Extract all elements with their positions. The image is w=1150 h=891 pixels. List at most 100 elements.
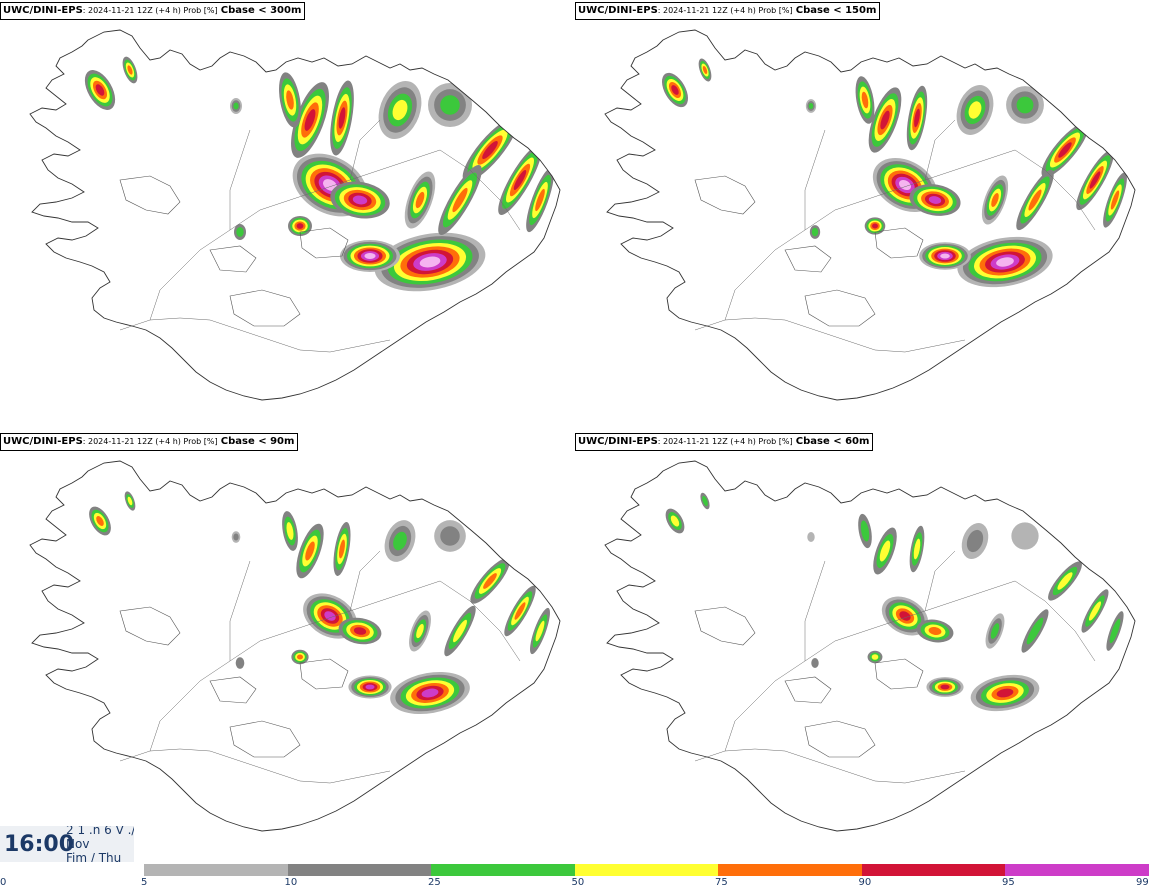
probability-contour xyxy=(670,515,680,527)
valid-time-box: 16:00 2 1 .n 6 V ./ Nov Fim / Thu xyxy=(0,826,134,862)
probability-contour xyxy=(482,140,498,160)
probability-contour xyxy=(808,102,814,110)
land-area xyxy=(605,461,1135,831)
probability-contour xyxy=(1026,617,1044,645)
legend-tick-label: 10 xyxy=(284,877,298,888)
probability-contour xyxy=(353,627,367,635)
land-area xyxy=(30,461,560,831)
probability-contour xyxy=(861,91,869,109)
probability-contour xyxy=(415,191,425,209)
probability-field xyxy=(665,492,1124,712)
legend-tick-label: 25 xyxy=(428,877,441,888)
legend-tick-label: 0 xyxy=(0,877,7,888)
probability-contour xyxy=(453,619,467,643)
color-legend: 0 5 10 25 50 75 90 95 99 xyxy=(0,862,1150,891)
map-iceland-60m xyxy=(604,460,1136,832)
probability-contour xyxy=(483,573,497,589)
panel-title: UWC/DINI-EPS: 2024-11-21 12Z (+4 h) Prob… xyxy=(0,433,299,451)
probability-contour xyxy=(1058,142,1072,158)
probability-contour xyxy=(1109,618,1121,644)
probability-contour xyxy=(968,101,982,119)
probability-contour xyxy=(305,541,315,561)
probability-contour xyxy=(879,540,891,562)
variable-label: Cbase < 150m xyxy=(795,5,877,16)
probability-contour xyxy=(339,539,345,559)
probability-contour xyxy=(513,170,527,191)
legend-color-band xyxy=(287,864,431,876)
map-iceland-150m xyxy=(604,29,1136,401)
probability-contour xyxy=(440,526,460,546)
region-boundary xyxy=(299,227,349,259)
probability-contour xyxy=(296,654,304,660)
panel-title: UWC/DINI-EPS: 2024-11-21 12Z (+4 h) Prob… xyxy=(0,2,306,20)
probability-contour xyxy=(1089,171,1101,189)
probability-field xyxy=(89,491,550,715)
map-panel-cbase-150m: UWC/DINI-EPS: 2024-11-21 12Z (+4 h) Prob… xyxy=(575,0,1150,428)
region-boundary xyxy=(229,720,301,758)
road-lines xyxy=(694,550,1096,784)
region-boundary xyxy=(784,245,832,273)
map-iceland-90m xyxy=(29,460,561,832)
coastline xyxy=(29,29,561,401)
probability-contour xyxy=(928,627,942,635)
probability-contour xyxy=(914,108,920,128)
probability-contour xyxy=(872,223,878,229)
probability-field xyxy=(84,56,554,292)
probability-contour xyxy=(871,654,879,660)
variable-label: Cbase < 300m xyxy=(220,5,302,16)
legend-color-band xyxy=(861,864,1005,876)
probability-contour xyxy=(1011,522,1039,550)
probability-contour xyxy=(860,520,870,542)
road-lines xyxy=(119,119,521,353)
legend-color-band xyxy=(1005,864,1149,876)
model-name: UWC/DINI-EPS xyxy=(3,436,83,447)
run-info: : 2024-11-21 12Z (+4 h) Prob [%] xyxy=(657,6,793,15)
run-info: : 2024-11-21 12Z (+4 h) Prob [%] xyxy=(657,437,793,446)
region-boundary xyxy=(804,289,876,327)
probability-contour xyxy=(913,538,921,560)
probability-contour xyxy=(991,193,999,207)
land-area xyxy=(605,30,1135,400)
legend-tick-label: 5 xyxy=(141,877,148,888)
weekday-label: Fim / Thu xyxy=(66,851,122,862)
probability-contour xyxy=(392,99,408,121)
probability-contour xyxy=(440,95,460,115)
probability-contour xyxy=(365,684,375,690)
road-lines xyxy=(119,550,521,784)
region-boundary xyxy=(694,175,756,215)
probability-contour xyxy=(1028,189,1042,211)
probability-contour xyxy=(702,66,708,74)
panel-title: UWC/DINI-EPS: 2024-11-21 12Z (+4 h) Prob… xyxy=(575,2,881,20)
probability-contour xyxy=(996,688,1014,698)
probability-contour xyxy=(352,195,368,205)
legend-tick-label: 95 xyxy=(1002,877,1015,888)
probability-contour xyxy=(236,227,244,237)
probability-contour xyxy=(296,223,304,229)
region-boundary xyxy=(694,606,756,646)
region-boundary xyxy=(209,245,257,273)
region-boundary xyxy=(784,676,832,704)
probability-contour xyxy=(127,65,133,75)
probability-contour xyxy=(338,107,346,129)
map-panel-cbase-90m: UWC/DINI-EPS: 2024-11-21 12Z (+4 h) Prob… xyxy=(0,431,575,859)
probability-contour xyxy=(807,532,815,542)
map-panel-cbase-300m: UWC/DINI-EPS: 2024-11-21 12Z (+4 h) Prob… xyxy=(0,0,575,428)
model-name: UWC/DINI-EPS xyxy=(3,5,83,16)
region-boundary xyxy=(229,289,301,327)
probability-contour xyxy=(940,684,950,690)
probability-contour xyxy=(286,522,294,540)
model-name: UWC/DINI-EPS xyxy=(578,5,658,16)
legend-tick-label: 99 xyxy=(1136,877,1149,888)
probability-contour xyxy=(233,533,239,541)
probability-contour xyxy=(966,529,984,553)
probability-contour xyxy=(127,496,133,506)
probability-contour xyxy=(416,623,424,639)
legend-color-band xyxy=(574,864,718,876)
region-boundary xyxy=(874,227,924,259)
panel-title: UWC/DINI-EPS: 2024-11-21 12Z (+4 h) Prob… xyxy=(575,433,874,451)
probability-contour xyxy=(990,623,1000,639)
probability-contour xyxy=(671,85,679,95)
coastline xyxy=(604,460,1136,832)
run-info: : 2024-11-21 12Z (+4 h) Prob [%] xyxy=(82,6,218,15)
